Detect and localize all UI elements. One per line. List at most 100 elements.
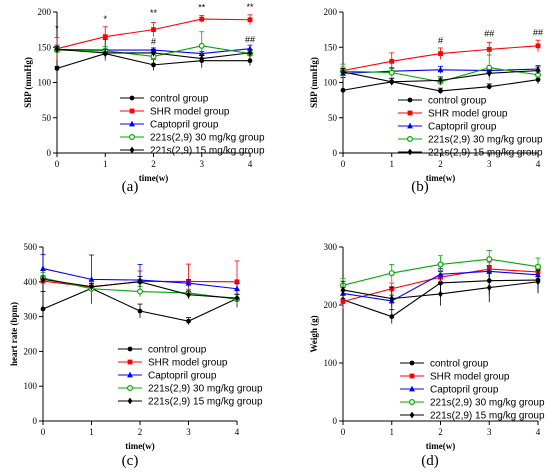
y-axis-label: SBP (mmHg)	[23, 57, 33, 108]
data-point	[486, 69, 492, 77]
legend-swatch-marker	[129, 134, 136, 141]
legend-label: 221s(2,9) 15 mg/kg group	[428, 148, 543, 159]
data-point	[535, 77, 541, 83]
x-tick-label: 2	[438, 427, 443, 437]
y-tick-label: 200	[324, 7, 338, 17]
data-point	[185, 279, 192, 286]
y-tick-label: 0	[333, 148, 338, 158]
data-point	[388, 270, 395, 277]
legend-label: SHR model group	[430, 372, 510, 383]
legend-swatch-marker	[409, 360, 415, 366]
y-tick-label: 200	[324, 300, 338, 310]
data-point	[340, 299, 346, 304]
y-tick-label: 300	[324, 242, 338, 252]
data-point	[437, 261, 444, 268]
x-tick-label: 4	[536, 427, 541, 437]
data-point	[486, 267, 493, 274]
data-point	[137, 278, 143, 286]
legend: control group SHR model group Captopril gr…	[120, 94, 265, 157]
data-point	[199, 16, 205, 22]
x-axis-label: time(w)	[426, 173, 455, 183]
data-point	[234, 279, 240, 285]
legend-swatch-marker	[407, 122, 413, 129]
data-point	[151, 49, 156, 57]
x-tick-label: 4	[235, 427, 240, 437]
data-point	[340, 68, 346, 76]
data-point	[137, 308, 143, 314]
series-5	[54, 45, 253, 63]
series-5	[40, 275, 240, 302]
data-point	[151, 27, 156, 33]
legend-label: control group	[428, 96, 487, 107]
x-tick-label: 4	[248, 159, 253, 169]
x-tick-label: 3	[487, 159, 492, 169]
x-tick-label: 3	[186, 427, 191, 437]
data-point	[389, 314, 395, 319]
data-point	[137, 288, 144, 295]
series-2	[54, 14, 253, 60]
legend: control group SHR model group Captopril gr…	[118, 345, 263, 408]
y-tick-label: 100	[38, 78, 52, 88]
panel-label: (c)	[122, 453, 139, 469]
y-tick-label: 0	[333, 416, 338, 426]
legend-swatch-marker	[129, 95, 135, 101]
data-point	[437, 66, 444, 73]
legend-swatch-marker	[409, 385, 415, 392]
data-point	[340, 87, 346, 93]
legend-label: SHR model group	[148, 358, 228, 369]
significance-mark: #	[438, 36, 443, 46]
x-tick-label: 1	[89, 427, 94, 437]
significance-mark: ##	[484, 29, 494, 39]
data-point	[534, 263, 541, 270]
significance-mark: ##	[245, 34, 255, 44]
x-tick-label: 0	[341, 159, 346, 169]
legend: control group SHR model group Captopril gr…	[400, 359, 545, 422]
y-axis-label: heart rate (bpm)	[9, 302, 19, 366]
data-point	[388, 69, 395, 76]
legend-swatch-marker	[407, 97, 413, 103]
legend-label: Captopril group	[148, 371, 217, 382]
data-point	[437, 270, 444, 277]
data-point	[199, 55, 205, 62]
data-point	[186, 318, 191, 324]
data-point	[535, 43, 541, 49]
legend-swatch-marker	[407, 110, 413, 116]
significance-mark: *	[103, 14, 107, 24]
x-tick-label: 0	[341, 427, 346, 437]
data-point	[340, 286, 346, 294]
x-tick-label: 1	[390, 159, 395, 169]
chart-panel-3: 0 100 200 300 400 500 0 1 2 3 4 time(w) heart rate (…	[9, 242, 263, 469]
significance-mark: #	[151, 36, 156, 46]
legend-label: control group	[148, 345, 207, 356]
legend: control group SHR model group Captopril gr…	[398, 96, 543, 159]
legend-swatch-marker	[407, 148, 413, 156]
chart-panel-4: 0 100 200 300 0 1 2 3 4 time(w) Weigh (g) control g…	[309, 242, 545, 469]
significance-mark: ##	[533, 27, 543, 37]
x-tick-label: 2	[138, 427, 143, 437]
data-point	[186, 291, 191, 299]
legend-swatch-marker	[127, 397, 133, 405]
legend-label: 221s(2,9) 15 mg/kg group	[148, 397, 263, 408]
data-point	[438, 88, 443, 94]
y-tick-label: 0	[33, 416, 38, 426]
data-point	[198, 42, 205, 49]
y-tick-label: 150	[38, 42, 52, 52]
legend-swatch-marker	[127, 371, 133, 378]
legend-swatch-marker	[129, 108, 135, 114]
legend-label: 221s(2,9) 15 mg/kg group	[430, 411, 545, 422]
legend-swatch-marker	[129, 146, 135, 154]
data-point	[486, 256, 493, 263]
legend-label: 221s(2,9) 30 mg/kg group	[150, 133, 265, 144]
y-tick-label: 100	[324, 358, 338, 368]
legend-swatch-marker	[127, 359, 133, 365]
legend-label: 221s(2,9) 30 mg/kg group	[428, 135, 543, 146]
legend-label: Captopril group	[150, 120, 219, 131]
panel-label: (b)	[411, 179, 429, 195]
significance-mark: **	[198, 3, 206, 13]
x-tick-label: 1	[390, 427, 395, 437]
y-tick-label: 100	[324, 78, 338, 88]
data-point	[486, 46, 492, 52]
